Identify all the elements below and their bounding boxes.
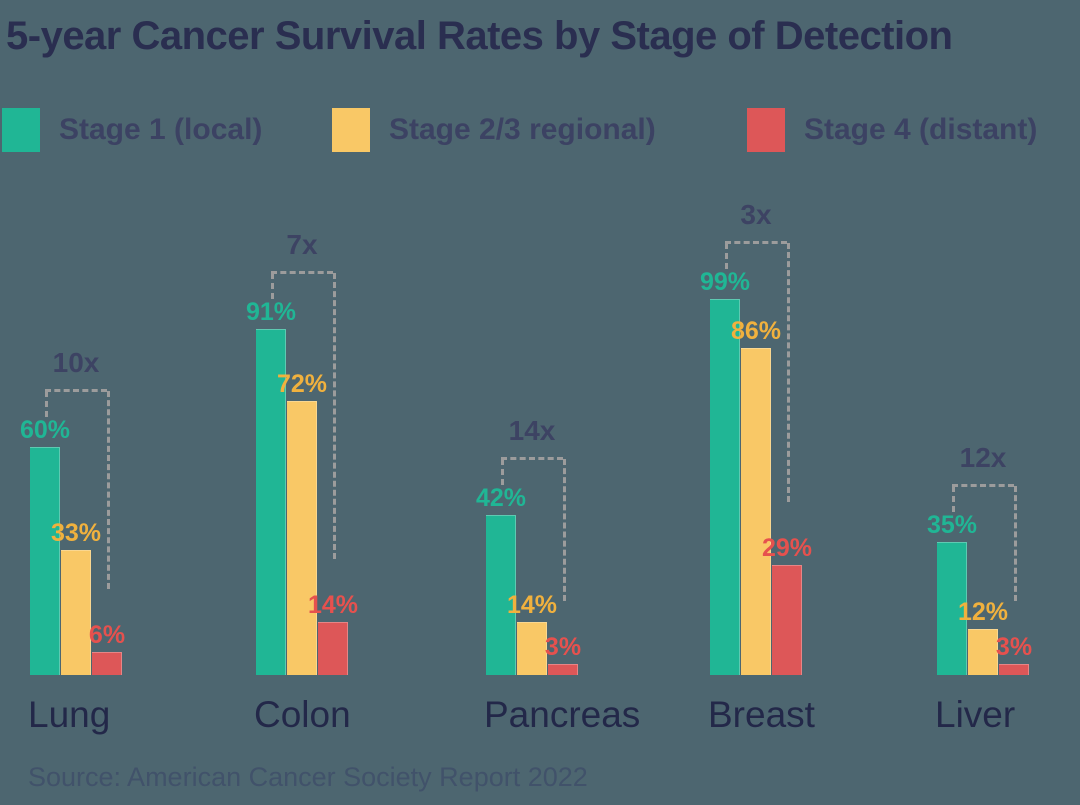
bracket-right-leg-pancreas [563, 459, 566, 601]
bracket-left-leg-breast [725, 243, 728, 269]
bracket-top-lung [45, 389, 107, 392]
bar-pancreas-stage-4-distant [548, 664, 578, 675]
bar-lung-stage-2-3-regional [61, 550, 91, 675]
bar-liver-stage-4-distant [999, 664, 1029, 675]
multiplier-annotation-liver: 12x [959, 442, 1007, 473]
category-label-breast: Breast [708, 694, 815, 735]
value-label-pancreas-stage-4-distant: 3% [544, 633, 582, 661]
bracket-right-leg-liver [1014, 486, 1017, 601]
bar-breast-stage-4-distant [772, 565, 802, 675]
bar-breast-stage-2-3-regional [741, 348, 771, 675]
bar-colon-stage-1-local [256, 329, 286, 675]
legend-swatch-stage23-icon [332, 108, 370, 152]
value-label-liver-stage-4-distant: 3% [995, 633, 1033, 661]
legend-swatch-stage1-icon [2, 108, 40, 152]
bar-lung-stage-1-local [30, 447, 60, 675]
bar-breast-stage-1-local [710, 299, 740, 675]
value-label-pancreas-stage-1-local: 42% [475, 484, 527, 512]
bracket-top-colon [271, 271, 333, 274]
multiplier-annotation-colon: 7x [286, 229, 318, 260]
legend-label-stage4: Stage 4 (distant) [804, 113, 1038, 146]
bar-liver-stage-2-3-regional [968, 629, 998, 675]
multiplier-annotation-breast: 3x [740, 199, 772, 230]
value-label-breast-stage-2-3-regional: 86% [730, 317, 782, 345]
value-label-lung-stage-2-3-regional: 33% [50, 519, 102, 547]
bracket-top-pancreas [501, 457, 563, 460]
bracket-left-leg-lung [45, 391, 48, 417]
legend-label-stage1: Stage 1 (local) [59, 113, 263, 146]
value-label-pancreas-stage-2-3-regional: 14% [506, 591, 558, 619]
multiplier-annotation-lung: 10x [52, 347, 100, 378]
bar-liver-stage-1-local [937, 542, 967, 675]
bracket-right-leg-colon [333, 273, 336, 559]
bar-colon-stage-2-3-regional [287, 401, 317, 675]
bar-lung-stage-4-distant [92, 652, 122, 675]
bracket-right-leg-breast [787, 243, 790, 502]
category-label-liver: Liver [935, 694, 1016, 735]
bracket-left-leg-pancreas [501, 459, 504, 485]
value-label-colon-stage-2-3-regional: 72% [276, 370, 328, 398]
bracket-right-leg-lung [107, 391, 110, 589]
source-note: Source: American Cancer Society Report 2… [28, 762, 588, 792]
bar-pancreas-stage-1-local [486, 515, 516, 675]
legend-item-stage4: Stage 4 (distant) [747, 108, 1037, 152]
category-label-lung: Lung [28, 694, 111, 735]
bracket-top-breast [725, 241, 787, 244]
multiplier-annotation-pancreas: 14x [508, 415, 556, 446]
bar-colon-stage-4-distant [318, 622, 348, 675]
legend-item-stage23: Stage 2/3 regional) [332, 108, 656, 152]
bracket-top-liver [952, 484, 1014, 487]
value-label-colon-stage-4-distant: 14% [307, 591, 359, 619]
value-label-colon-stage-1-local: 91% [245, 298, 297, 326]
value-label-lung-stage-4-distant: 6% [88, 621, 126, 649]
legend-label-stage23: Stage 2/3 regional) [389, 113, 656, 146]
chart-title: 5-year Cancer Survival Rates by Stage of… [6, 14, 953, 58]
value-label-liver-stage-2-3-regional: 12% [957, 598, 1009, 626]
bracket-left-leg-liver [952, 486, 955, 512]
category-label-colon: Colon [254, 694, 351, 735]
legend-item-stage1: Stage 1 (local) [2, 108, 262, 152]
category-label-pancreas: Pancreas [484, 694, 641, 735]
legend-swatch-stage4-icon [747, 108, 785, 152]
bracket-left-leg-colon [271, 273, 274, 299]
value-label-breast-stage-1-local: 99% [699, 268, 751, 296]
value-label-breast-stage-4-distant: 29% [761, 534, 813, 562]
bar-pancreas-stage-2-3-regional [517, 622, 547, 675]
value-label-lung-stage-1-local: 60% [19, 416, 71, 444]
value-label-liver-stage-1-local: 35% [926, 511, 978, 539]
